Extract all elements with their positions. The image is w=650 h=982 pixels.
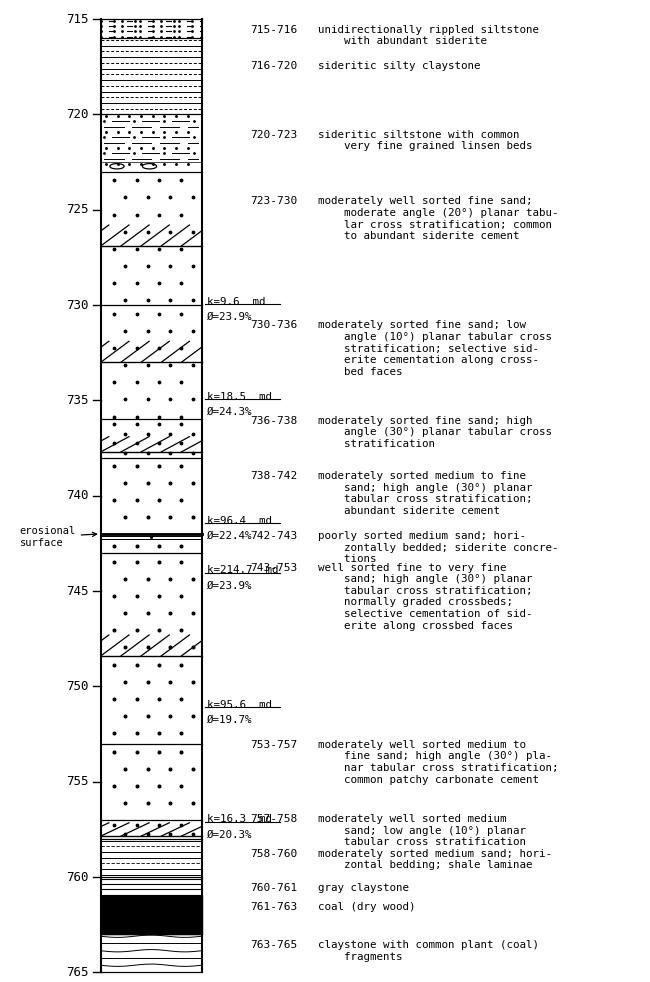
Text: well sorted fine to very fine
    sand; high angle (30°) planar
    tabular cros: well sorted fine to very fine sand; high… <box>318 563 533 630</box>
Bar <box>101 897 202 934</box>
Text: 716-720: 716-720 <box>250 61 298 71</box>
Text: Ø=22.4%: Ø=22.4% <box>207 531 252 541</box>
Text: poorly sorted medium sand; hori-
    zontally bedded; siderite concre-
    tions: poorly sorted medium sand; hori- zontall… <box>318 531 559 565</box>
Text: Ø=24.3%: Ø=24.3% <box>207 408 252 417</box>
Text: sideritic siltstone with common
    very fine grained linsen beds: sideritic siltstone with common very fin… <box>318 130 533 151</box>
Text: k=18.5  md: k=18.5 md <box>207 392 272 402</box>
Text: 763-765: 763-765 <box>250 940 298 950</box>
Text: 750: 750 <box>66 680 89 693</box>
Text: 755: 755 <box>66 775 89 789</box>
Text: 723-730: 723-730 <box>250 196 298 206</box>
Text: 715: 715 <box>66 13 89 26</box>
Text: 758-760: 758-760 <box>250 848 298 858</box>
Text: gray claystone: gray claystone <box>318 883 410 893</box>
Text: 765: 765 <box>66 966 89 979</box>
Text: moderately sorted medium sand; hori-
    zontal bedding; shale laminae: moderately sorted medium sand; hori- zon… <box>318 848 552 870</box>
Text: 715-716: 715-716 <box>250 25 298 34</box>
Text: 725: 725 <box>66 203 89 216</box>
Text: Ø=23.9%: Ø=23.9% <box>207 580 252 590</box>
Text: erosional
surface: erosional surface <box>20 526 97 548</box>
Text: unidirectionally rippled siltstone
    with abundant siderite: unidirectionally rippled siltstone with … <box>318 25 540 46</box>
Text: 761-763: 761-763 <box>250 901 298 912</box>
Text: sideritic silty claystone: sideritic silty claystone <box>318 61 481 71</box>
Text: moderately well sorted medium
    sand; low angle (10°) planar
    tabular cross: moderately well sorted medium sand; low … <box>318 814 526 847</box>
Text: moderately well sorted fine sand;
    moderate angle (20°) planar tabu-
    lar : moderately well sorted fine sand; modera… <box>318 196 559 242</box>
Text: k=214.7  md: k=214.7 md <box>207 566 278 575</box>
Text: k=9.6  md: k=9.6 md <box>207 297 265 306</box>
Text: 730-736: 730-736 <box>250 320 298 330</box>
Text: moderately well sorted medium to
    fine sand; high angle (30°) pla-
    nar ta: moderately well sorted medium to fine sa… <box>318 739 559 785</box>
Text: 742-743: 742-743 <box>250 531 298 541</box>
Text: moderately sorted fine sand; low
    angle (10°) planar tabular cross
    strati: moderately sorted fine sand; low angle (… <box>318 320 552 377</box>
Text: 757-758: 757-758 <box>250 814 298 824</box>
Text: 730: 730 <box>66 299 89 311</box>
Text: 735: 735 <box>66 394 89 407</box>
Text: k=95.6  md: k=95.6 md <box>207 700 272 710</box>
Text: k=96.4  md: k=96.4 md <box>207 516 272 525</box>
Text: Ø=20.3%: Ø=20.3% <box>207 830 252 840</box>
Text: 745: 745 <box>66 584 89 598</box>
Text: 760: 760 <box>66 871 89 884</box>
Text: moderately sorted fine sand; high
    angle (30°) planar tabular cross
    strat: moderately sorted fine sand; high angle … <box>318 415 552 449</box>
Text: 740: 740 <box>66 489 89 502</box>
Text: 720-723: 720-723 <box>250 130 298 139</box>
Text: 720: 720 <box>66 108 89 121</box>
Text: 760-761: 760-761 <box>250 883 298 893</box>
Text: Ø=19.7%: Ø=19.7% <box>207 715 252 725</box>
Text: 738-742: 738-742 <box>250 471 298 481</box>
Text: 743-753: 743-753 <box>250 563 298 573</box>
Text: k=16.3  md: k=16.3 md <box>207 814 272 824</box>
Text: 736-738: 736-738 <box>250 415 298 425</box>
Text: moderately sorted medium to fine
    sand; high angle (30°) planar
    tabular c: moderately sorted medium to fine sand; h… <box>318 471 533 516</box>
Text: Ø=23.9%: Ø=23.9% <box>207 311 252 322</box>
Text: coal (dry wood): coal (dry wood) <box>318 901 416 912</box>
Text: 753-757: 753-757 <box>250 739 298 750</box>
Text: claystone with common plant (coal)
    fragments: claystone with common plant (coal) fragm… <box>318 940 540 961</box>
